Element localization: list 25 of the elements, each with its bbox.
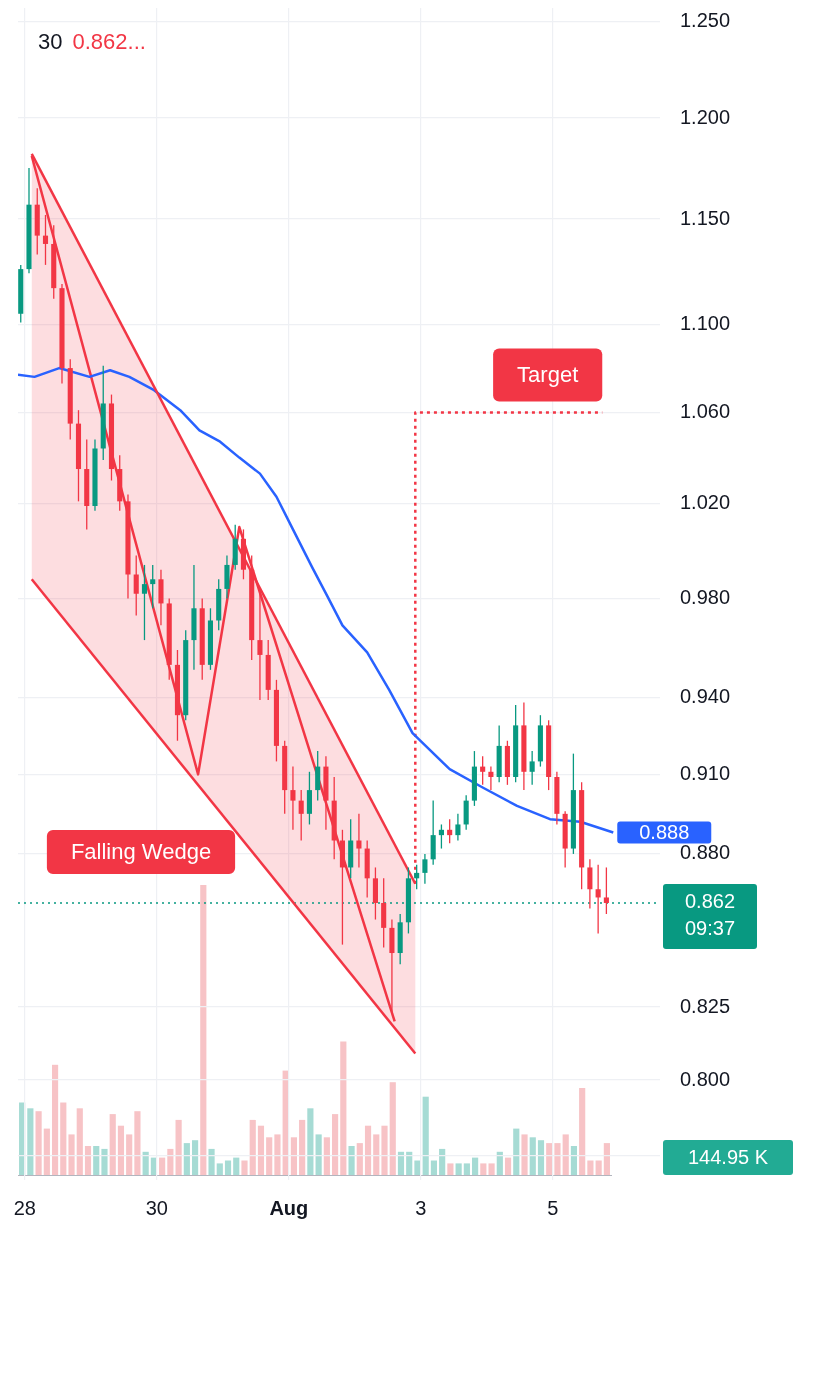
data-label: 0.888 bbox=[639, 820, 690, 843]
y-tick-label: 0.940 bbox=[680, 684, 731, 707]
y-tick-label: 0.980 bbox=[680, 586, 731, 609]
y-tick-label: 0.910 bbox=[680, 761, 731, 784]
y-tick-label: 1.100 bbox=[680, 312, 731, 335]
annotation: Target bbox=[517, 361, 579, 387]
y-tick-label: 0.800 bbox=[680, 1067, 731, 1090]
x-tick-label: 30 bbox=[145, 1196, 168, 1219]
x-tick-label: 3 bbox=[415, 1196, 427, 1219]
y-tick-label: 0.880 bbox=[680, 841, 731, 864]
text: 144.95 K bbox=[687, 1145, 769, 1168]
x-tick-label: 5 bbox=[547, 1196, 559, 1219]
ref-line-label: 0.862 bbox=[684, 890, 736, 913]
y-tick-label: 0.825 bbox=[680, 994, 731, 1017]
annotation: 0.862... bbox=[72, 29, 146, 55]
text: 09:37 bbox=[684, 917, 736, 940]
annotation: Falling Wedge bbox=[70, 839, 212, 865]
y-tick-label: 1.060 bbox=[680, 399, 731, 422]
text: 30 bbox=[38, 29, 63, 55]
y-tick-label: 1.250 bbox=[680, 8, 731, 31]
x-tick-label: 28 bbox=[13, 1196, 36, 1219]
x-tick-label: Aug bbox=[269, 1196, 309, 1219]
y-tick-label: 1.200 bbox=[680, 105, 731, 128]
y-tick-label: 1.150 bbox=[680, 206, 731, 229]
y-tick-label: 1.020 bbox=[680, 491, 731, 514]
